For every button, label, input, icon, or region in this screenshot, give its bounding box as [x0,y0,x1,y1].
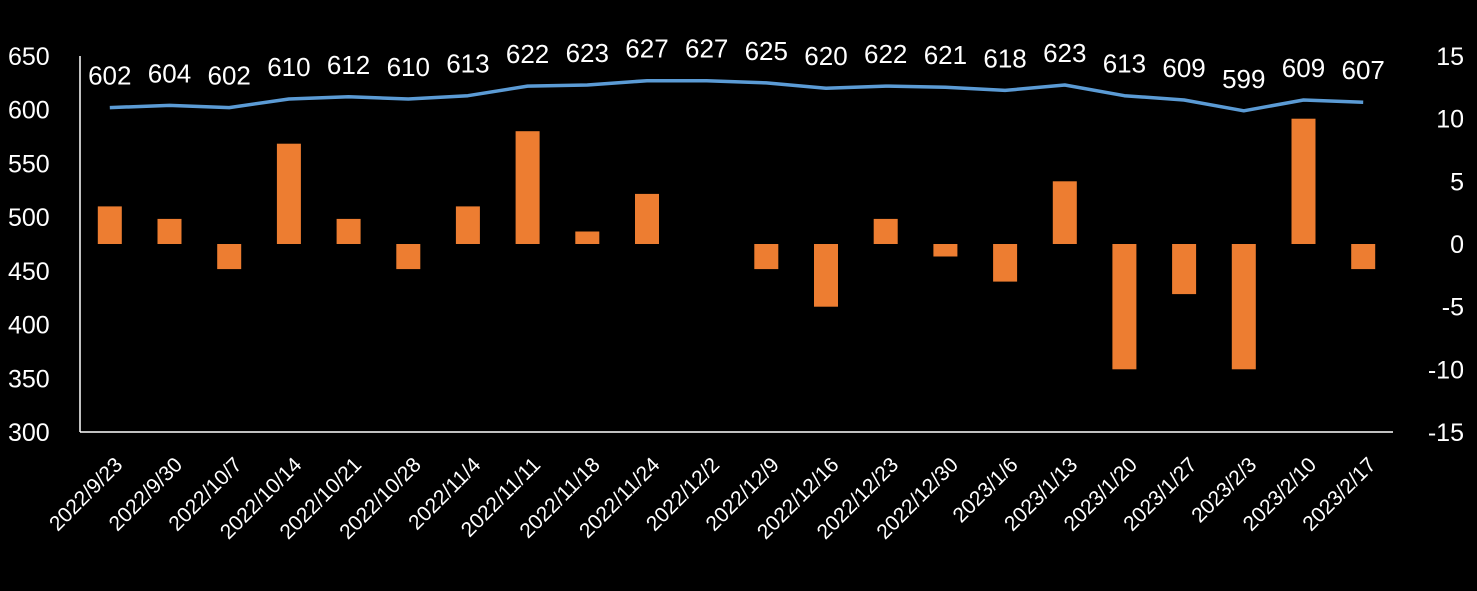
axes [79,56,1393,433]
bar-2022/12/9 [754,244,779,270]
data-label-2023/2/10: 609 [1282,53,1325,83]
bar-2022/9/30 [157,218,182,244]
data-label-2023/2/3: 599 [1222,64,1265,94]
data-label-2023/1/20: 613 [1103,49,1146,79]
y-left-tick-550: 550 [8,150,50,178]
data-label-2022/12/16: 620 [804,41,847,71]
data-label-2022/12/30: 621 [924,40,967,70]
line-level [109,78,1364,113]
y-axis-left: 300 350 400 450 500 550 600 650 [8,43,50,447]
bar-2022/10/28 [396,244,421,270]
bar-2023/2/10 [1291,118,1316,244]
bar-2022/9/23 [97,206,122,244]
y-right-tick--15: -15 [1428,419,1464,447]
data-label-2022/10/14: 610 [267,52,310,82]
y-right-tick--5: -5 [1442,294,1464,322]
bar-2022/12/23 [873,218,898,244]
bar-2023/1/6 [993,244,1018,282]
x-axis: 2022/9/232022/9/302022/10/72022/10/14202… [45,453,1381,544]
bar-2022/11/18 [575,231,600,244]
data-label-2022/12/23: 622 [864,39,907,69]
y-right-tick-0: 0 [1450,231,1464,259]
bar-2022/12/16 [814,244,838,307]
data-label-2023/1/13: 623 [1043,38,1086,68]
y-left-tick-350: 350 [8,365,50,393]
bar-2023/2/3 [1231,244,1256,370]
data-label-2022/12/9: 625 [745,36,788,66]
data-label-2022/10/28: 610 [387,52,430,82]
y-left-tick-650: 650 [8,43,50,71]
bar-2022/12/30 [933,244,958,257]
bar-2022/10/14 [276,143,301,244]
bar-2023/1/20 [1112,244,1137,370]
data-label-2022/11/11: 622 [506,39,549,69]
y-right-tick--10: -10 [1428,356,1464,384]
y-axis-right: -15 -10 -5 0 5 10 15 [1428,43,1464,447]
bar-2023/1/13 [1052,181,1077,244]
y-left-tick-450: 450 [8,258,50,286]
data-label-2022/12/2: 627 [685,34,728,64]
data-labels: 602 604 602 610 612 610 613 622 623 627 627 625 620 6… [88,34,1385,94]
data-label-2022/11/4: 613 [446,49,489,79]
y-right-tick-10: 10 [1436,106,1464,134]
bar-2022/11/24 [635,193,659,244]
data-label-2023/1/27: 609 [1162,53,1205,83]
bar-series-change [97,118,1376,370]
bar-2023/2/17 [1351,244,1376,270]
bar-2023/1/27 [1172,244,1197,295]
y-left-tick-300: 300 [8,419,50,447]
data-label-2022/10/7: 602 [208,61,251,91]
bar-2022/10/7 [217,244,242,270]
data-label-2022/11/18: 623 [566,38,609,68]
data-label-2022/11/24: 627 [625,34,668,64]
bar-2022/10/21 [336,218,361,244]
data-label-2023/1/6: 618 [983,43,1026,73]
data-label-2022/9/23: 602 [88,61,131,91]
bar-2022/11/11 [515,131,540,244]
y-left-tick-400: 400 [8,312,50,340]
y-left-tick-500: 500 [8,204,50,232]
data-label-2023/2/17: 607 [1342,55,1385,85]
data-label-2022/9/30: 604 [148,58,191,88]
y-right-tick-15: 15 [1436,43,1464,71]
y-right-tick-5: 5 [1450,168,1464,196]
data-label-2022/10/21: 612 [327,50,370,80]
bar-2022/11/4 [455,206,480,244]
line-series-level [109,78,1364,113]
y-left-tick-600: 600 [8,97,50,125]
